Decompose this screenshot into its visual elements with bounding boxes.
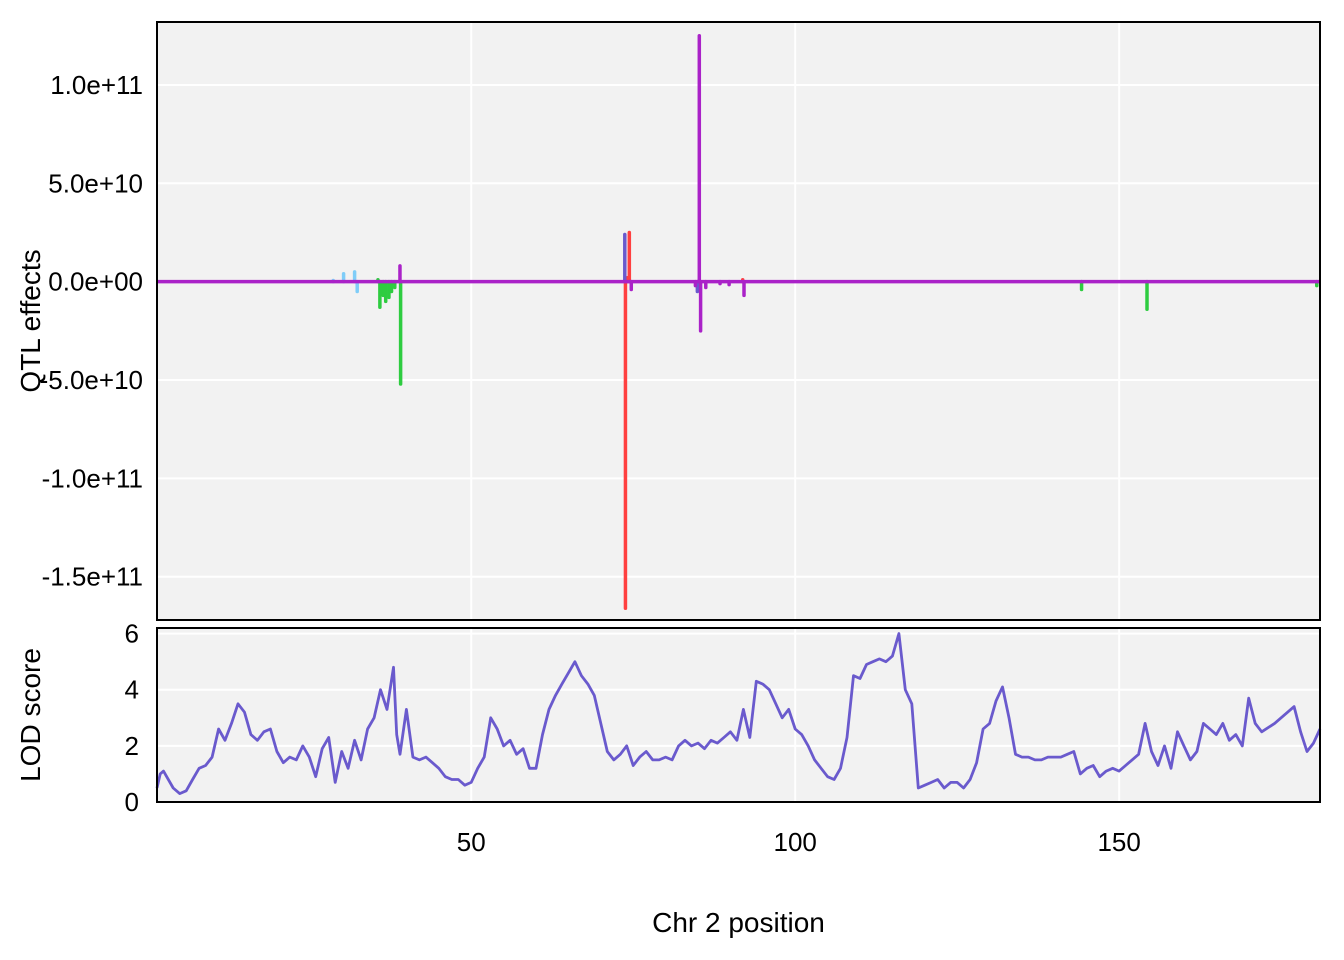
lod-x-ticks: 50 100 150: [457, 827, 1141, 857]
effects-y-tick-label: 5.0e+10: [48, 168, 143, 198]
lod-series: [155, 632, 1322, 795]
x-tick-label: 150: [1097, 827, 1140, 857]
effects-y-tick-label: 0.0e+00: [48, 267, 143, 297]
lod-panel-frame: [156, 627, 1321, 803]
x-axis-title: Chr 2 position: [652, 907, 825, 938]
lod-y-tick-label: 2: [125, 731, 139, 761]
effects-y-tick-label: -5.0e+10: [40, 365, 143, 395]
lod-panel-background: [157, 628, 1320, 802]
lod-panel: 0 2 4 6 50 100 150 LOD score Chr 2 position: [15, 619, 1322, 938]
effects-y-axis-title: QTL effects: [15, 249, 46, 392]
lod-y-tick-label: 6: [125, 619, 139, 649]
x-tick-label: 100: [773, 827, 816, 857]
effects-panel: 1.0e+11 5.0e+10 0.0e+00 -5.0e+10 -1.0e+11 -1.…: [15, 21, 1321, 621]
effects-y-ticks: 1.0e+11 5.0e+10 0.0e+00 -5.0e+10 -1.0e+11 -1.…: [40, 70, 143, 592]
lod-y-tick-label: 0: [125, 787, 139, 817]
lod-y-tick-label: 4: [125, 675, 139, 705]
effects-panel-frame: [156, 21, 1321, 621]
lod-y-ticks: 0 2 4 6: [125, 619, 139, 817]
lod-curve: [155, 632, 1322, 795]
effects-y-tick-label: 1.0e+11: [50, 70, 143, 100]
effects-panel-background: [157, 22, 1320, 620]
x-tick-label: 50: [457, 827, 486, 857]
effects-series: [158, 34, 1319, 610]
lod-y-axis-title: LOD score: [15, 648, 46, 782]
effects-y-tick-label: -1.5e+11: [42, 562, 143, 592]
effects-y-tick-label: -1.0e+11: [42, 463, 143, 493]
